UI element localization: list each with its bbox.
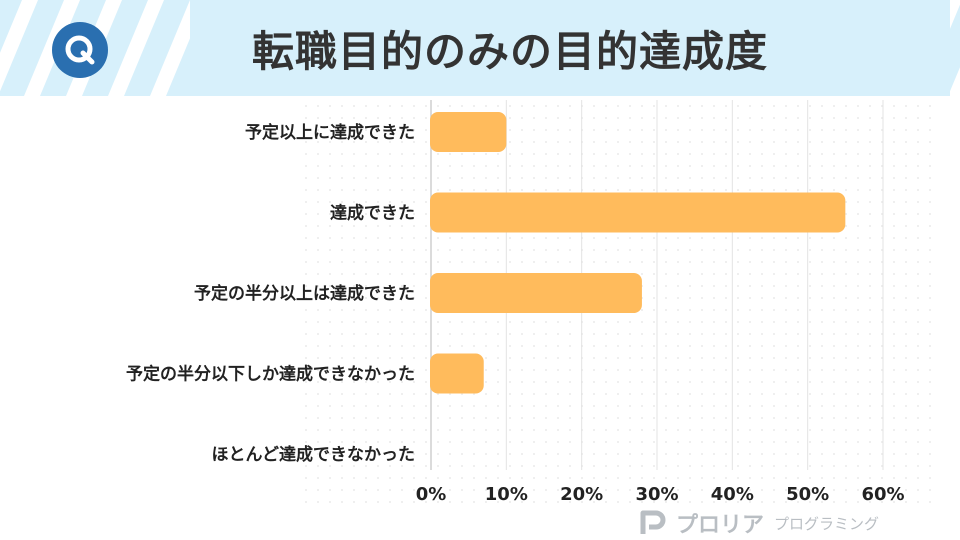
brand-logo: プロリア プログラミング [640,506,879,540]
x-tick-label: 20% [560,484,603,505]
x-tick-labels: 0% 10% 20% 30% 40% 50% 60% [416,484,905,505]
header-stripe [0,0,38,92]
title-background [190,0,950,96]
header-stripe [948,67,960,96]
x-tick-label: 0% [416,484,447,505]
category-label: 予定の半分以下しか達成できなかった [126,364,415,385]
header-stripe [108,0,164,96]
x-tick-label: 30% [635,484,678,505]
bars [430,112,846,394]
proria-logo-icon [640,510,666,534]
category-label: 達成できた [330,203,415,224]
bar [430,192,846,233]
bar [430,353,484,394]
page-title: 転職目的のみの目的達成度 [251,26,768,76]
x-tick-label: 60% [861,484,904,505]
brand-subtitle: プログラミング [774,514,880,533]
bar [430,273,642,313]
x-tick-label: 50% [786,484,829,505]
category-label: 予定以上に達成できた [245,122,415,143]
category-labels: 予定以上に達成できた達成できた予定の半分以上は達成できた予定の半分以下しか達成で… [126,122,415,465]
x-tick-label: 40% [711,484,754,505]
brand-name: プロリア [676,513,765,538]
question-badge-icon [52,22,108,78]
category-label: 予定の半分以上は達成できた [194,283,415,304]
bar [430,112,507,152]
header-banner: 転職目的のみの目的達成度 [0,0,960,96]
category-label: ほとんど達成できなかった [212,444,416,465]
q-letter-icon [65,35,95,65]
x-tick-label: 10% [485,484,528,505]
